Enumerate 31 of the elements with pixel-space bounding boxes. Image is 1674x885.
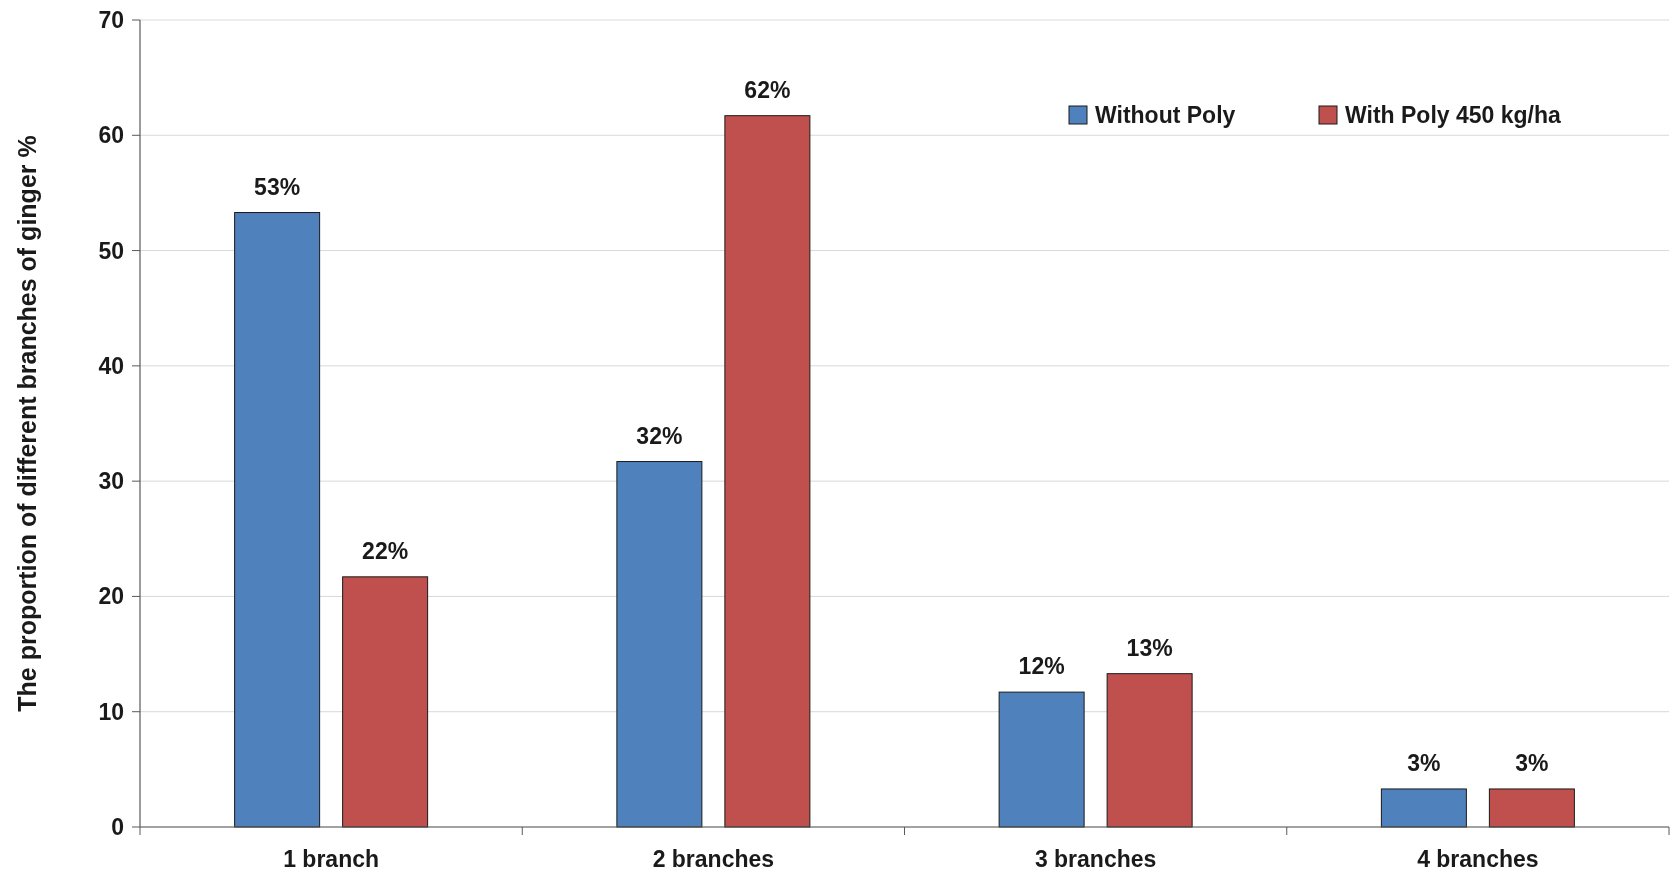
- legend-label: With Poly 450 kg/ha: [1345, 102, 1561, 129]
- y-axis-title: The proportion of different branches of ginger %: [13, 135, 41, 712]
- bar: [234, 212, 321, 828]
- y-tick-label: 70: [98, 7, 124, 34]
- data-label: 53%: [254, 173, 301, 200]
- data-label: 3%: [1515, 749, 1549, 776]
- data-label: 12%: [1018, 653, 1065, 680]
- data-label: 62%: [744, 76, 791, 103]
- data-label: 22%: [362, 537, 409, 564]
- x-tick-label: 3 branches: [1034, 846, 1157, 872]
- y-tick-label: 20: [98, 583, 124, 610]
- bar: [998, 691, 1085, 828]
- bar: [1106, 673, 1193, 828]
- bar: [724, 115, 811, 828]
- y-tick-label: 30: [98, 468, 124, 495]
- bar: [616, 461, 703, 828]
- bar: [1488, 788, 1575, 828]
- y-tick-label: 40: [98, 352, 124, 379]
- bar: [1380, 788, 1467, 828]
- y-tick-label: 60: [98, 122, 124, 149]
- y-tick-label: 0: [111, 814, 124, 841]
- x-tick-label: 2 branches: [652, 846, 775, 872]
- x-tick-label: 1 branch: [283, 846, 380, 872]
- y-tick-label: 10: [98, 698, 124, 725]
- data-label: 3%: [1407, 749, 1441, 776]
- data-label: 13%: [1126, 634, 1173, 661]
- data-label: 32%: [636, 422, 683, 449]
- legend-label: Without Poly: [1095, 102, 1236, 129]
- y-tick-label: 50: [98, 237, 124, 264]
- x-tick-label: 4 branches: [1417, 846, 1539, 872]
- bar: [342, 576, 429, 828]
